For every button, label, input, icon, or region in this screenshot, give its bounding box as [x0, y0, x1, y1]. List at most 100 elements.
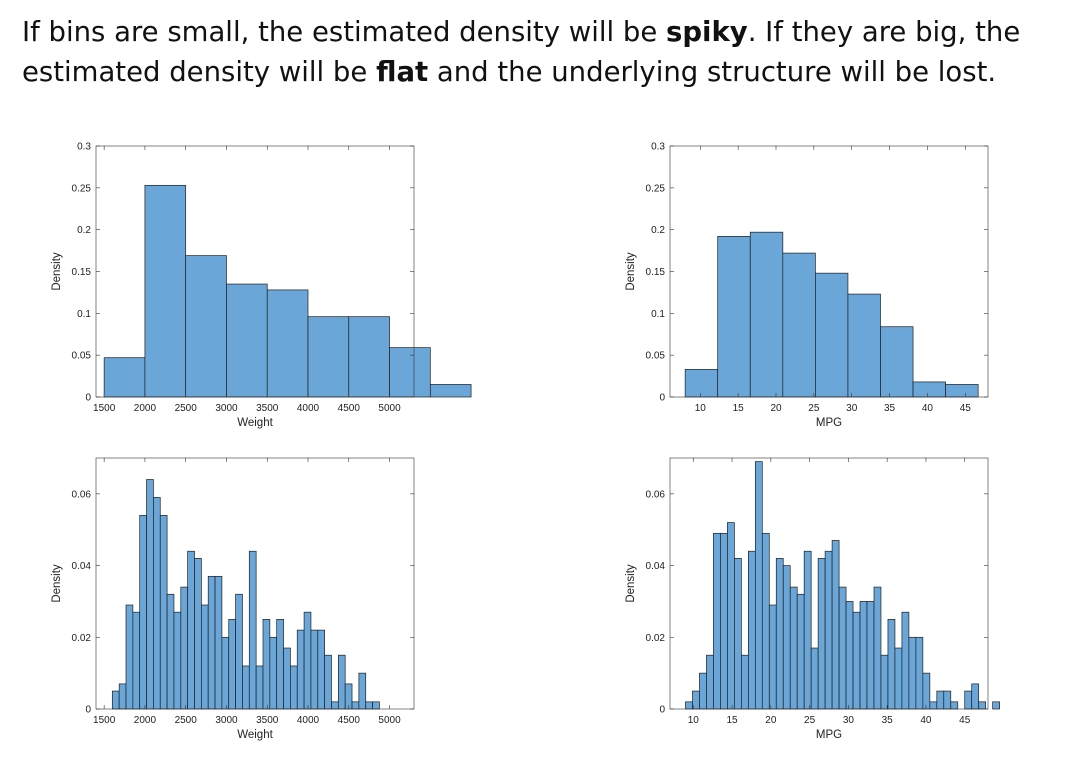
bar: [768, 604, 777, 710]
headline-part1: If bins are small, the estimated density…: [22, 16, 666, 48]
bar: [971, 683, 980, 710]
y-tick-label: 0.02: [646, 633, 666, 644]
bar: [146, 479, 154, 710]
plot-frame: [95, 457, 415, 710]
x-tick-label: 10: [695, 403, 707, 414]
bar: [228, 619, 236, 710]
bar: [201, 604, 209, 710]
y-tick-label: 0.1: [77, 309, 91, 320]
bar: [796, 593, 805, 710]
bar: [144, 184, 187, 398]
y-tick-label: 0.2: [77, 225, 91, 236]
x-tick-label: 4500: [338, 403, 361, 414]
bar: [685, 701, 693, 710]
bar: [276, 619, 284, 710]
y-tick-label: 0.06: [72, 489, 92, 500]
bar: [749, 231, 784, 398]
bar: [706, 654, 714, 710]
bar: [734, 558, 742, 710]
x-tick-label: 1500: [93, 403, 116, 414]
bar: [936, 690, 945, 710]
bar: [207, 575, 216, 710]
x-tick-label: 5000: [378, 403, 401, 414]
headline-part2: . If they are big, the estimated density…: [22, 16, 1021, 88]
y-tick-label: 0: [85, 705, 91, 716]
x-tick-label: 30: [843, 715, 855, 726]
bar: [720, 532, 728, 710]
plot-frame: [669, 457, 989, 710]
bar: [912, 381, 946, 398]
y-tick-label: 0.3: [77, 142, 91, 153]
x-tick-label: 2500: [175, 715, 198, 726]
chart-mpg-coarse-svg: 0 0.05 0.1 0.15 0.2 0.25 0.3 10 15 20 25 30 35 40 45 MP…: [625, 142, 989, 429]
y-tick-label: 0.05: [646, 351, 666, 362]
y-tick-label: 0: [659, 705, 665, 716]
bar: [103, 357, 146, 398]
y-tick-label: 0.04: [72, 561, 92, 572]
headline-part3: and the underlying structure will be los…: [428, 56, 997, 88]
bar: [866, 601, 875, 710]
headline: If bins are small, the estimated density…: [22, 12, 1052, 92]
bar: [153, 497, 161, 710]
x-tick-label: 40: [920, 715, 932, 726]
y-tick-label: 0.1: [651, 309, 665, 320]
x-axis-label: Weight: [237, 729, 273, 741]
bar: [269, 636, 278, 710]
bar: [226, 283, 268, 398]
x-tick-label: 15: [733, 403, 745, 414]
x-tick-label: 35: [882, 715, 894, 726]
bar: [242, 665, 250, 710]
y-axis-label: Density: [51, 252, 63, 291]
x-tick-label: 35: [884, 403, 896, 414]
bar: [194, 558, 202, 710]
bar: [221, 636, 230, 710]
bar: [255, 665, 264, 710]
bar: [365, 701, 373, 710]
bar: [159, 515, 168, 710]
bar: [310, 629, 319, 710]
x-tick-label: 4500: [338, 715, 361, 726]
bar: [810, 647, 819, 710]
y-tick-label: 0.06: [646, 489, 666, 500]
x-tick-label: 10: [688, 715, 700, 726]
headline-bold-flat: flat: [376, 56, 429, 88]
chart-weight-coarse-svg: 0 0.05 0.1 0.15 0.2 0.25 0.3 1500 2000 2500 3000 35…: [51, 142, 472, 429]
bar: [901, 611, 910, 710]
bar: [717, 236, 751, 398]
bar: [915, 636, 924, 710]
bar: [782, 565, 791, 710]
bar: [337, 654, 346, 710]
bar: [831, 540, 840, 710]
y-tick-label: 0.25: [646, 183, 666, 194]
chart-weight-coarse: 0 0.05 0.1 0.15 0.2 0.25 0.3 1500 2000 2500 3000 35…: [30, 120, 472, 450]
bar: [290, 665, 298, 710]
x-tick-label: 20: [765, 715, 777, 726]
y-tick-label: 0.15: [72, 267, 92, 278]
x-tick-label: 2000: [134, 403, 157, 414]
bar: [348, 316, 390, 398]
bar: [978, 701, 987, 710]
bar: [859, 601, 868, 710]
x-tick-label: 45: [960, 403, 972, 414]
x-tick-label: 3500: [256, 715, 279, 726]
bar: [847, 293, 881, 398]
x-tick-label: 45: [959, 715, 971, 726]
bar: [852, 611, 861, 710]
bar: [922, 672, 931, 710]
bar: [187, 550, 195, 710]
bar: [880, 654, 889, 710]
bar: [699, 672, 707, 710]
x-tick-label: 20: [770, 403, 782, 414]
bar: [132, 611, 141, 710]
x-tick-label: 2000: [134, 715, 157, 726]
bar: [358, 672, 367, 710]
y-tick-label: 0.02: [72, 633, 92, 644]
bar: [727, 522, 735, 710]
x-tick-label: 4000: [297, 403, 320, 414]
bar: [111, 690, 120, 710]
bar: [684, 369, 719, 398]
bar: [775, 558, 784, 710]
bar: [908, 636, 917, 710]
bar: [283, 647, 291, 710]
bar: [139, 515, 147, 710]
